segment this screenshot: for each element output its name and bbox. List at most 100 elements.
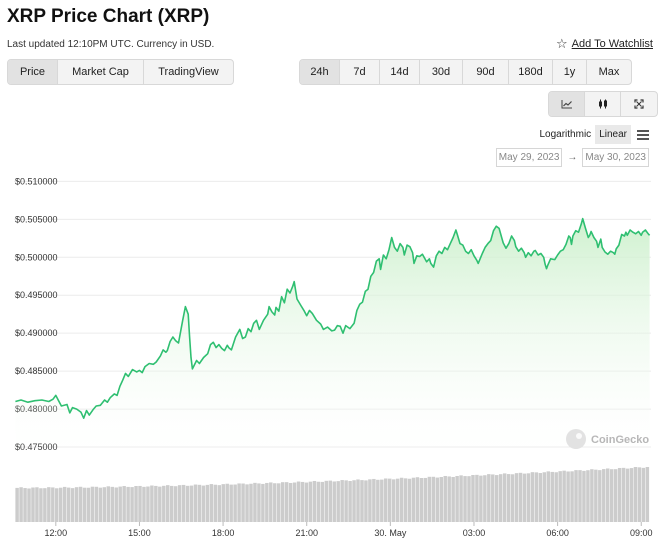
volume-bar [43, 488, 47, 522]
x-tick-label: 15:00 [128, 528, 151, 538]
volume-bar [617, 467, 622, 522]
candlestick-button[interactable] [585, 92, 621, 116]
volume-bar [280, 482, 285, 522]
range-180d-button[interactable]: 180d [509, 60, 553, 84]
volume-bar [502, 473, 507, 522]
volume-bar [23, 488, 27, 522]
volume-bar [566, 471, 570, 522]
volume-bar [273, 483, 277, 522]
range-7d-button[interactable]: 7d [340, 60, 380, 84]
volume-bar [542, 472, 547, 522]
y-tick-label: $0.485000 [15, 366, 58, 376]
volume-bar [70, 488, 75, 522]
volume-bar [578, 470, 582, 522]
coingecko-logo-eye-icon [576, 433, 582, 439]
volume-bar [324, 480, 329, 522]
last-updated-text: Last updated 12:10PM UTC. Currency in US… [7, 39, 215, 50]
tab-tradingview[interactable]: TradingView [158, 66, 219, 78]
linear-option[interactable]: Linear [595, 125, 631, 144]
volume-bar [74, 487, 79, 522]
volume-bar [312, 480, 317, 522]
volume-bar [138, 485, 142, 522]
volume-bar [288, 482, 293, 522]
volume-bar [372, 478, 376, 522]
volume-bar [356, 479, 360, 522]
volume-bar [51, 487, 55, 522]
volume-bar [78, 486, 83, 522]
volume-bar [126, 486, 130, 522]
volume-bar [284, 482, 289, 522]
volume-bar [637, 467, 642, 522]
volume-bar [265, 482, 269, 522]
volume-bar [35, 487, 39, 522]
logarithmic-option[interactable]: Logarithmic [539, 129, 592, 140]
fullscreen-button[interactable] [621, 92, 657, 116]
volume-bar [621, 467, 626, 522]
volume-bar [609, 469, 614, 522]
volume-bar [66, 487, 71, 522]
volume-bar [550, 471, 554, 522]
volume-bar [31, 487, 35, 522]
y-tick-label: $0.510000 [15, 176, 58, 186]
y-tick-label: $0.505000 [15, 214, 58, 224]
volume-bar [391, 479, 396, 522]
line-chart-button[interactable] [549, 92, 585, 116]
volume-bar [475, 474, 479, 522]
volume-bar [380, 479, 384, 522]
volume-bar [142, 486, 146, 522]
volume-bar [403, 478, 408, 522]
range-1y-button[interactable]: 1y [553, 60, 587, 84]
volume-bar [106, 486, 111, 522]
hamburger-menu-icon[interactable] [637, 128, 649, 142]
volume-bar [320, 481, 325, 522]
x-tick-label: 03:00 [463, 528, 486, 538]
add-to-watchlist-link[interactable]: ☆ Add To Watchlist [556, 37, 653, 50]
volume-bar [387, 478, 392, 522]
volume-bar [62, 486, 67, 522]
range-90d-button[interactable]: 90d [463, 60, 509, 84]
volume-bar [534, 472, 539, 522]
volume-bar [213, 484, 218, 522]
volume-bar [598, 470, 602, 522]
volume-bar [205, 484, 210, 522]
volume-bar [518, 472, 523, 522]
date-from-input[interactable]: May 29, 2023 [495, 148, 563, 167]
volume-bar [415, 477, 420, 522]
tab-price[interactable]: Price [8, 60, 58, 84]
volume-bar [439, 477, 443, 522]
volume-bar [641, 467, 646, 522]
range-max-button[interactable]: Max [598, 66, 620, 78]
volume-bar [554, 472, 558, 522]
range-14d-button[interactable]: 14d [380, 60, 420, 84]
volume-bar [292, 482, 297, 522]
volume-bar [483, 475, 487, 522]
tab-market-cap[interactable]: Market Cap [58, 60, 144, 84]
volume-bar [399, 477, 404, 522]
range-24h-button[interactable]: 24h [300, 60, 340, 84]
volume-bar [431, 476, 436, 522]
volume-bar [173, 486, 178, 522]
fullscreen-icon [634, 99, 644, 109]
volume-bar [269, 482, 273, 522]
range-30d-button[interactable]: 30d [420, 60, 463, 84]
volume-bar [47, 487, 51, 522]
volume-bar [336, 481, 340, 522]
volume-bar [522, 473, 527, 522]
volume-bar [395, 478, 400, 522]
volume-bar [510, 474, 515, 522]
volume-bar [229, 484, 233, 522]
date-to-input[interactable]: May 30, 2023 [582, 148, 649, 167]
volume-bar [181, 484, 186, 522]
volume-bar [146, 486, 150, 522]
volume-bar [352, 480, 356, 522]
volume-bar [419, 478, 424, 522]
volume-bar [443, 475, 447, 522]
volume-bar [237, 483, 241, 522]
x-tick-label: 06:00 [546, 528, 569, 538]
volume-bar [249, 483, 253, 522]
volume-bar [495, 475, 499, 522]
volume-bar [407, 478, 412, 522]
volume-bar [257, 483, 261, 522]
volume-bar [526, 473, 531, 522]
volume-bar [435, 477, 440, 522]
